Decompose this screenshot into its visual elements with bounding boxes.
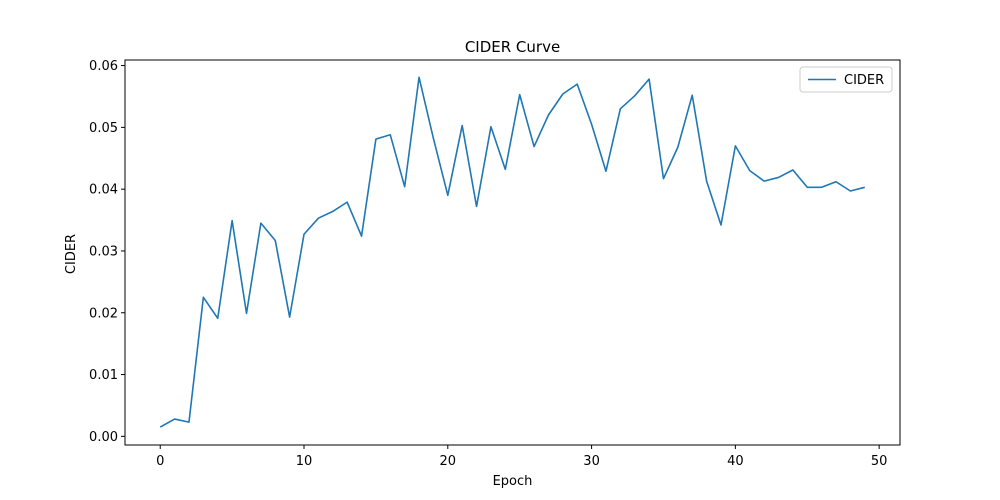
series-layer (159, 76, 865, 428)
x-tick-label: 50 (871, 454, 888, 469)
legend-label: CIDER (844, 73, 884, 88)
y-axis-label: CIDER (64, 234, 79, 274)
y-tick-label: 0.03 (89, 244, 118, 259)
plot-area (124, 59, 901, 446)
x-axis-label: Epoch (493, 474, 533, 489)
series-line-cider (159, 76, 865, 428)
x-tick-label: 30 (583, 454, 600, 469)
y-tick-label: 0.04 (89, 183, 118, 198)
y-tick-label: 0.06 (89, 59, 118, 74)
x-tick-label: 40 (727, 454, 744, 469)
legend: CIDER (799, 66, 893, 93)
axes-frame (124, 59, 901, 446)
y-tick-label: 0.02 (89, 306, 118, 321)
y-axis: 0.00 0.01 0.02 0.03 0.04 0.05 0.06 (89, 59, 125, 445)
x-axis: 0 10 20 30 40 50 (156, 445, 887, 469)
y-tick-label: 0.01 (89, 368, 118, 383)
chart-title: CIDER Curve (465, 38, 560, 56)
x-tick-label: 0 (156, 454, 164, 469)
y-tick-label: 0.05 (89, 121, 118, 136)
x-tick-label: 20 (440, 454, 457, 469)
x-tick-label: 10 (296, 454, 313, 469)
legend-box (799, 66, 893, 93)
y-tick-label: 0.00 (89, 430, 118, 445)
